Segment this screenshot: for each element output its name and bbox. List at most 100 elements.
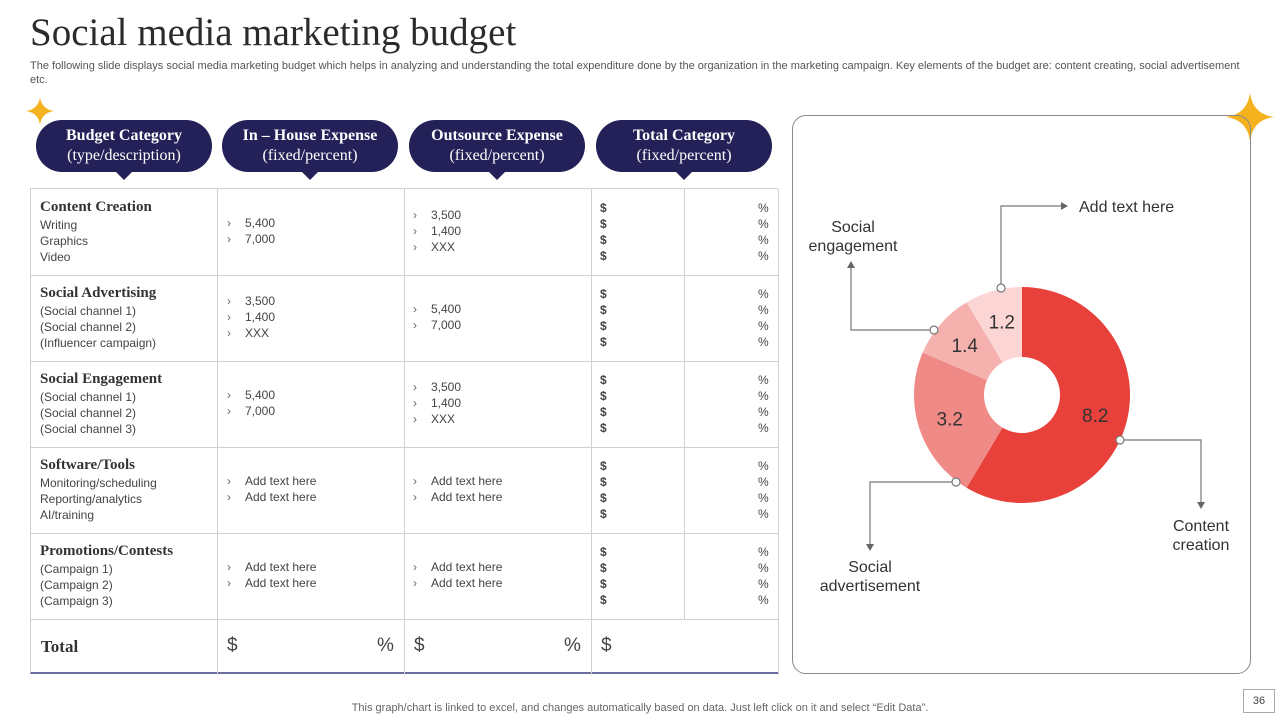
category-item: (Campaign 3) xyxy=(40,594,113,608)
callout-line xyxy=(1000,205,1061,288)
callout-label: creation xyxy=(1173,537,1230,554)
value-text: 7,000 xyxy=(431,318,462,332)
chevron-icon: › xyxy=(227,232,231,246)
category-item: Reporting/analytics xyxy=(40,492,143,506)
slice-content-creation xyxy=(966,287,1130,503)
value-text: Add text here xyxy=(245,576,317,590)
chevron-icon: › xyxy=(227,404,231,418)
total-label: Total xyxy=(41,637,79,656)
total-percent-symbol: % xyxy=(758,405,769,419)
outsource-value: › Add text here xyxy=(413,490,502,504)
total-outsource-percent: % xyxy=(564,635,581,656)
inhouse-value: › Add text here xyxy=(227,490,316,504)
donut-chart: 8.2 3.2 1.4 1.2 Content creation Social adverti… xyxy=(809,199,1230,595)
category-name: Social Engagement xyxy=(40,371,163,387)
category-item: (Social channel 1) xyxy=(40,390,137,404)
value-text: Add text here xyxy=(245,560,317,574)
category-item: Video xyxy=(40,250,71,264)
slice-value-label: 1.2 xyxy=(989,313,1015,334)
inhouse-value: › 5,400 xyxy=(227,388,275,402)
budget-table: Total $ % $ % $ Content Creation Writing G… xyxy=(30,188,779,675)
total-dollar-symbol: $ xyxy=(600,405,607,419)
callout-label: Add text here xyxy=(1079,199,1174,216)
total-dollar-symbol: $ xyxy=(600,319,607,333)
total-dollar-symbol: $ xyxy=(600,561,607,575)
category-name: Content Creation xyxy=(40,199,152,215)
inhouse-value: › Add text here xyxy=(227,474,316,488)
value-text: 7,000 xyxy=(245,404,276,418)
chevron-icon: › xyxy=(413,474,417,488)
category-item: (Influencer campaign) xyxy=(40,336,157,350)
header-inhouse-expense: In – House Expense (fixed/percent) xyxy=(222,120,398,180)
category-item: (Campaign 1) xyxy=(40,562,113,576)
outsource-value: › 1,400 xyxy=(413,396,461,410)
chevron-icon: › xyxy=(413,240,417,254)
column-divider xyxy=(217,189,218,675)
chevron-icon: › xyxy=(413,224,417,238)
header-outsource-expense: Outsource Expense (fixed/percent) xyxy=(409,120,585,180)
chevron-icon: › xyxy=(227,576,231,590)
total-inhouse-dollar: $ xyxy=(227,635,238,656)
total-percent-symbol: % xyxy=(758,287,769,301)
category-name: Promotions/Contests xyxy=(40,543,174,559)
slice-social-engagement xyxy=(922,302,1003,381)
outsource-value: › 3,500 xyxy=(413,208,461,222)
value-text: Add text here xyxy=(245,490,317,504)
value-text: 3,500 xyxy=(245,294,276,308)
chevron-icon: › xyxy=(227,294,231,308)
inhouse-value: › 7,000 xyxy=(227,404,275,418)
value-text: 1,400 xyxy=(431,396,462,410)
chevron-icon: › xyxy=(227,388,231,402)
header-label: Outsource Expense xyxy=(431,127,563,144)
total-percent-symbol: % xyxy=(758,577,769,591)
category-item: Graphics xyxy=(40,234,89,248)
chevron-icon: › xyxy=(227,490,231,504)
total-dollar-symbol: $ xyxy=(600,389,607,403)
header-budget-category: Budget Category (type/description) xyxy=(36,120,212,180)
total-dollar-symbol: $ xyxy=(600,303,607,317)
header-label: Budget Category xyxy=(66,127,182,144)
total-percent-symbol: % xyxy=(758,421,769,435)
callout-label: Social xyxy=(831,219,875,236)
category-name: Social Advertising xyxy=(40,285,157,301)
total-percent-symbol: % xyxy=(758,507,769,521)
total-percent-symbol: % xyxy=(758,335,769,349)
category-item: (Social channel 1) xyxy=(40,304,137,318)
page-subtitle: The following slide displays social medi… xyxy=(30,60,1240,86)
chevron-icon: › xyxy=(413,560,417,574)
callout-dot xyxy=(996,283,1006,293)
total-dollar-symbol: $ xyxy=(600,507,607,521)
value-text: Add text here xyxy=(431,474,503,488)
category-item: AI/training xyxy=(40,508,95,522)
chevron-icon: › xyxy=(227,560,231,574)
column-divider xyxy=(778,189,779,675)
header-label: Total Category xyxy=(632,127,736,144)
inhouse-value: › 1,400 xyxy=(227,310,275,324)
slice-value-label: 1.4 xyxy=(952,336,979,357)
callout-label: Content xyxy=(1173,518,1230,535)
value-text: 3,500 xyxy=(431,208,462,222)
page-number: 36 xyxy=(1243,689,1275,713)
chevron-icon: › xyxy=(227,216,231,230)
column-divider xyxy=(404,189,405,675)
outsource-value: › 7,000 xyxy=(413,318,461,332)
header-label: In – House Expense xyxy=(242,127,378,144)
row-divider xyxy=(31,619,779,620)
total-percent-symbol: % xyxy=(758,373,769,387)
chevron-icon: › xyxy=(413,380,417,394)
total-percent-symbol: % xyxy=(758,545,769,559)
total-percent-symbol: % xyxy=(758,475,769,489)
total-dollar-symbol: $ xyxy=(600,217,607,231)
value-text: XXX xyxy=(431,240,456,254)
page-title: Social media marketing budget xyxy=(30,11,517,54)
chevron-icon: › xyxy=(413,412,417,426)
chevron-icon: › xyxy=(413,318,417,332)
total-dollar-symbol: $ xyxy=(600,545,607,559)
header-sublabel: (type/description) xyxy=(67,147,181,164)
arrow-icon xyxy=(866,544,874,551)
inhouse-value: › 5,400 xyxy=(227,216,275,230)
total-dollar-symbol: $ xyxy=(600,287,607,301)
total-dollar-symbol: $ xyxy=(600,249,607,263)
row-divider xyxy=(31,447,779,448)
inhouse-value: › 7,000 xyxy=(227,232,275,246)
